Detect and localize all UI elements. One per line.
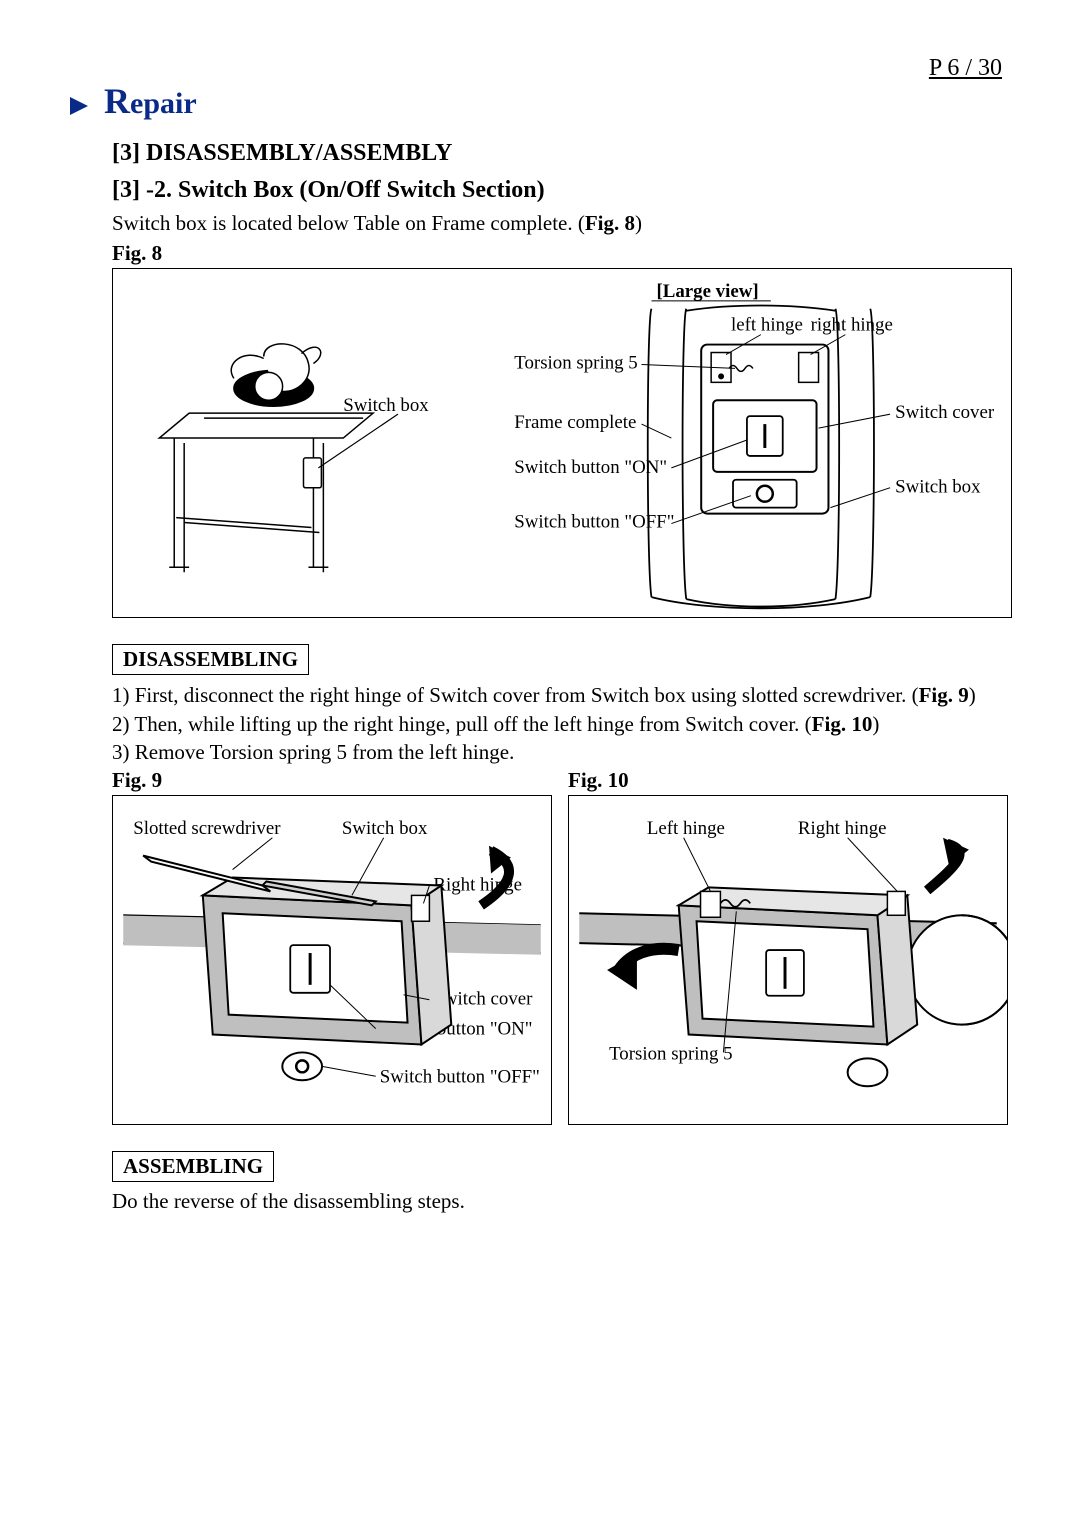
fig9-slotted-screwdriver: Slotted screwdriver [133,818,281,839]
repair-title: Repair [104,80,197,122]
disassembling-steps: 1) First, disconnect the right hinge of … [112,681,1010,766]
fig10-right-hinge: Right hinge [798,818,887,839]
fig8-torsion-spring: Torsion spring 5 [514,353,637,374]
disassembling-title: DISASSEMBLING [112,644,309,675]
figures-row: Fig. 9 Slotted screwdriver Switch box Ri… [112,768,1010,1125]
fig8-large-view-title: [Large view] [656,281,758,302]
fig9-switch-box: Switch box [342,818,428,839]
fig8-switch-cover: Switch cover [895,402,995,423]
fig9-column: Fig. 9 Slotted screwdriver Switch box Ri… [112,768,554,1125]
fig9-label: Fig. 9 [112,768,554,793]
fig8-label-switchbox-left: Switch box [343,395,429,416]
fig8-switch-on: Switch button "ON" [514,457,667,478]
triangle-icon [70,97,88,115]
section-heading: [3] DISASSEMBLY/ASSEMBLY [112,140,1010,167]
fig10-label: Fig. 10 [568,768,1010,793]
page-number: P 6 / 30 [929,55,1002,82]
fig10-column: Fig. 10 Left hinge Right hinge Torsion s… [568,768,1010,1125]
fig8-left-hinge: left hinge [731,315,803,336]
repair-heading: Repair [70,80,1010,122]
fig8-switch-off: Switch button "OFF" [514,512,674,533]
figure-10-svg: Left hinge Right hinge Torsion spring 5 [569,796,1007,1124]
figure-9-svg: Slotted screwdriver Switch box Right hin… [113,796,551,1124]
fig9-switch-off: Switch button "OFF" [380,1067,540,1088]
figure-10: Left hinge Right hinge Torsion spring 5 [568,795,1008,1125]
subsection-heading: [3] -2. Switch Box (On/Off Switch Sectio… [112,177,1010,204]
fig8-right-hinge: right hinge [811,315,893,336]
fig10-torsion-spring: Torsion spring 5 [609,1044,732,1065]
assembling-text: Do the reverse of the disassembling step… [112,1188,1010,1215]
figure-8: Switch box [Large view] [112,268,1012,618]
fig8-label: Fig. 8 [112,241,1010,266]
assembling-title: ASSEMBLING [112,1151,274,1182]
fig8-frame-complete: Frame complete [514,412,636,433]
intro-text: Switch box is located below Table on Fra… [112,210,1010,237]
fig8-switch-box-right: Switch box [895,477,981,498]
figure-8-svg: Switch box [Large view] [113,269,1011,617]
fig10-left-hinge: Left hinge [647,818,725,839]
figure-9: Slotted screwdriver Switch box Right hin… [112,795,552,1125]
page: P 6 / 30 Repair [3] DISASSEMBLY/ASSEMBLY… [0,0,1080,1527]
